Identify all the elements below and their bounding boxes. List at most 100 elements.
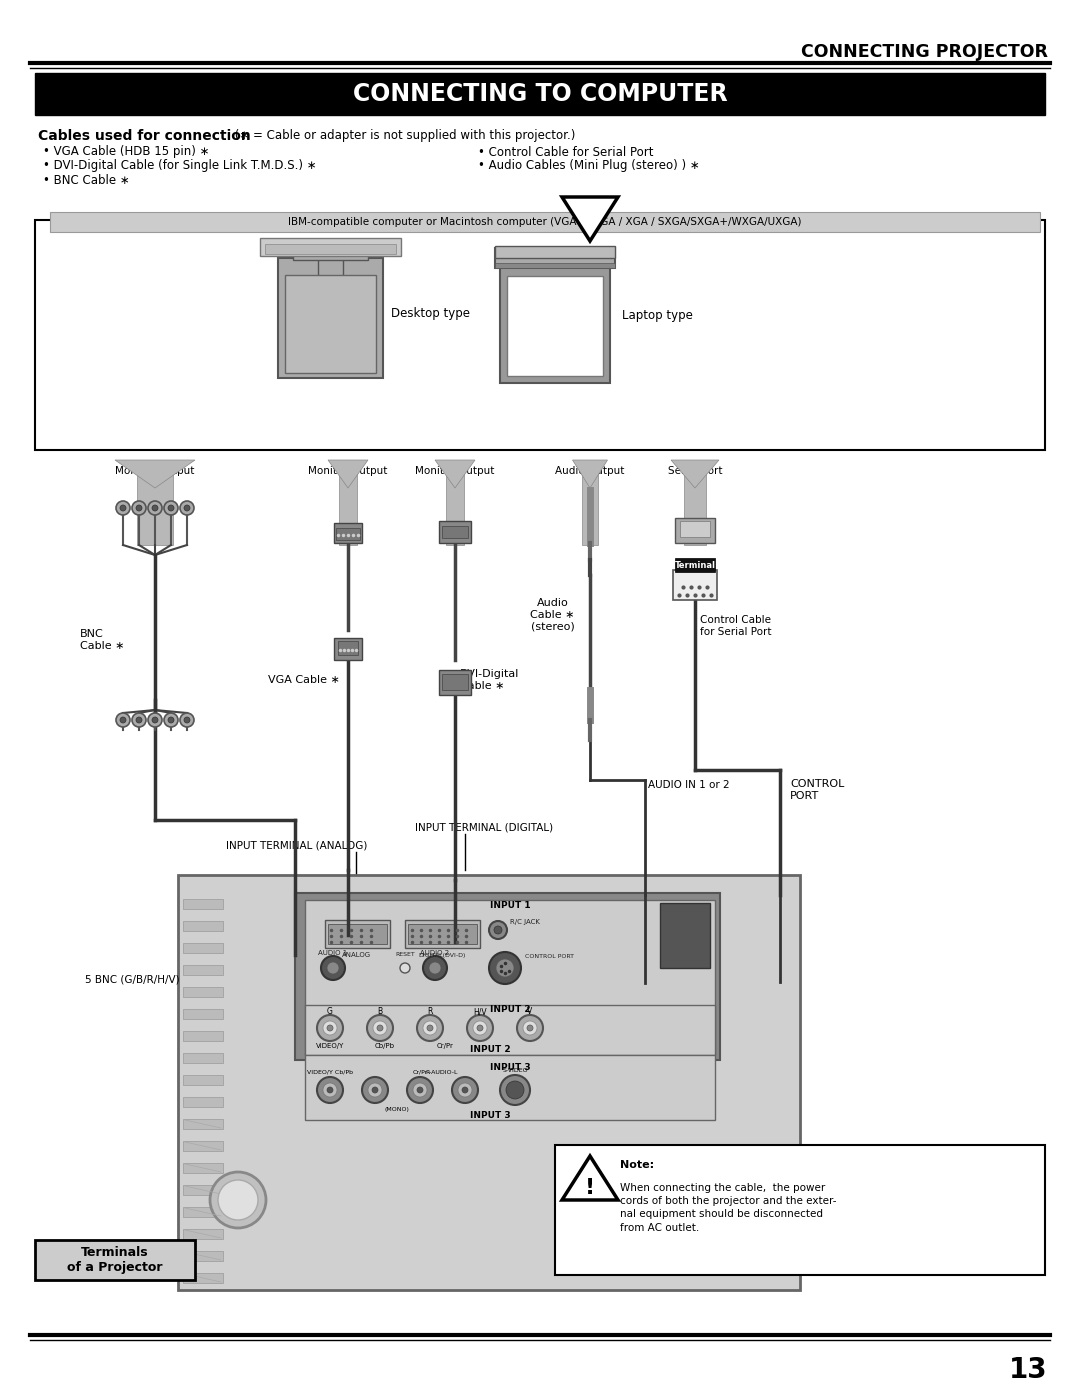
Text: !: ! [585, 1178, 595, 1199]
Bar [183, 1273, 222, 1282]
Bar [35, 73, 1045, 115]
Bar [328, 923, 387, 944]
Circle shape [507, 1081, 524, 1099]
Bar [305, 1004, 715, 1055]
Circle shape [120, 717, 126, 724]
Bar [446, 460, 464, 545]
Bar [442, 673, 468, 690]
Text: AUDIO 2: AUDIO 2 [420, 950, 449, 956]
Text: BNC
Cable ∗: BNC Cable ∗ [80, 629, 124, 651]
Text: Terminal: Terminal [675, 560, 715, 570]
Bar [495, 246, 615, 258]
Circle shape [462, 1087, 468, 1092]
Bar [507, 277, 603, 376]
Bar [183, 1162, 222, 1173]
Circle shape [168, 504, 174, 511]
Circle shape [164, 502, 178, 515]
Bar [183, 1250, 222, 1261]
Text: Audio
Cable ∗
(stereo): Audio Cable ∗ (stereo) [530, 598, 575, 631]
Text: Cb/Pb: Cb/Pb [375, 1044, 395, 1049]
Circle shape [132, 502, 146, 515]
Circle shape [152, 717, 158, 724]
Circle shape [423, 956, 447, 981]
Circle shape [136, 717, 141, 724]
Text: INPUT 2: INPUT 2 [470, 1045, 511, 1053]
Text: INPUT 2: INPUT 2 [489, 1006, 530, 1014]
Circle shape [136, 504, 141, 511]
Text: VIDEO/Y: VIDEO/Y [315, 1044, 345, 1049]
Circle shape [327, 1087, 333, 1092]
Circle shape [458, 1083, 472, 1097]
Circle shape [427, 1025, 433, 1031]
Bar [555, 1146, 1045, 1275]
Bar [183, 1031, 222, 1041]
Text: • DVI-Digital Cable (for Single Link T.M.D.S.) ∗: • DVI-Digital Cable (for Single Link T.M… [43, 159, 316, 172]
Circle shape [327, 1025, 333, 1031]
Circle shape [323, 1021, 337, 1035]
Bar [285, 275, 376, 373]
Text: • BNC Cable ∗: • BNC Cable ∗ [43, 173, 130, 187]
Text: Cr/Pr: Cr/Pr [436, 1044, 454, 1049]
Bar [305, 900, 715, 1055]
Bar [438, 671, 471, 694]
Polygon shape [435, 460, 475, 488]
Circle shape [477, 1025, 483, 1031]
Bar [183, 900, 222, 909]
Circle shape [367, 1016, 393, 1041]
Text: Audio Output: Audio Output [555, 467, 624, 476]
Circle shape [473, 1021, 487, 1035]
Circle shape [362, 1077, 388, 1104]
Text: CONTROL
PORT: CONTROL PORT [789, 780, 845, 800]
Circle shape [417, 1016, 443, 1041]
Circle shape [417, 1087, 423, 1092]
Bar [183, 1097, 222, 1106]
Text: VGA Cable ∗: VGA Cable ∗ [268, 675, 340, 685]
Text: Laptop type: Laptop type [622, 310, 693, 323]
Bar [183, 1141, 222, 1151]
Circle shape [180, 502, 194, 515]
Text: Monitor Output: Monitor Output [116, 467, 194, 476]
Text: 5 BNC (G/B/R/H/V): 5 BNC (G/B/R/H/V) [85, 975, 180, 985]
Text: VIDEO/Y Cb/Pb: VIDEO/Y Cb/Pb [307, 1070, 353, 1074]
Bar [183, 1053, 222, 1063]
Bar [675, 518, 715, 543]
Text: INPUT 3: INPUT 3 [470, 1111, 511, 1119]
Text: V: V [527, 1007, 532, 1017]
Circle shape [523, 1021, 537, 1035]
Text: Cables used for connection: Cables used for connection [38, 129, 251, 142]
Circle shape [218, 1180, 258, 1220]
Bar [500, 263, 610, 383]
Text: (∗ = Cable or adapter is not supplied with this projector.): (∗ = Cable or adapter is not supplied wi… [231, 130, 576, 142]
Bar [183, 988, 222, 997]
Bar [685, 460, 706, 545]
Text: 13: 13 [1010, 1356, 1048, 1384]
Bar [442, 527, 468, 538]
Text: INPUT 1: INPUT 1 [489, 901, 530, 909]
Bar [408, 923, 477, 944]
Bar [334, 522, 362, 543]
Bar [673, 570, 717, 599]
Bar [318, 256, 343, 278]
Circle shape [407, 1077, 433, 1104]
Text: ANALOG: ANALOG [342, 951, 372, 958]
Bar [35, 219, 1045, 450]
Bar [305, 1055, 715, 1120]
Bar [35, 1241, 195, 1280]
Bar [278, 258, 383, 379]
Text: Cr/Pr: Cr/Pr [413, 1070, 428, 1074]
Bar [660, 902, 710, 968]
Bar [260, 237, 401, 256]
Circle shape [318, 1077, 343, 1104]
Circle shape [496, 958, 514, 977]
Text: INPUT TERMINAL (ANALOG): INPUT TERMINAL (ANALOG) [226, 841, 367, 851]
Bar [137, 460, 173, 545]
Text: DIGITAL(DVI-D): DIGITAL(DVI-D) [418, 953, 465, 957]
Polygon shape [572, 460, 607, 488]
Bar [325, 921, 390, 949]
Text: INPUT 3: INPUT 3 [489, 1063, 530, 1071]
Circle shape [377, 1025, 383, 1031]
Bar [178, 875, 800, 1289]
Text: Monitor Output: Monitor Output [416, 467, 495, 476]
Bar [336, 528, 360, 541]
Circle shape [429, 963, 441, 974]
